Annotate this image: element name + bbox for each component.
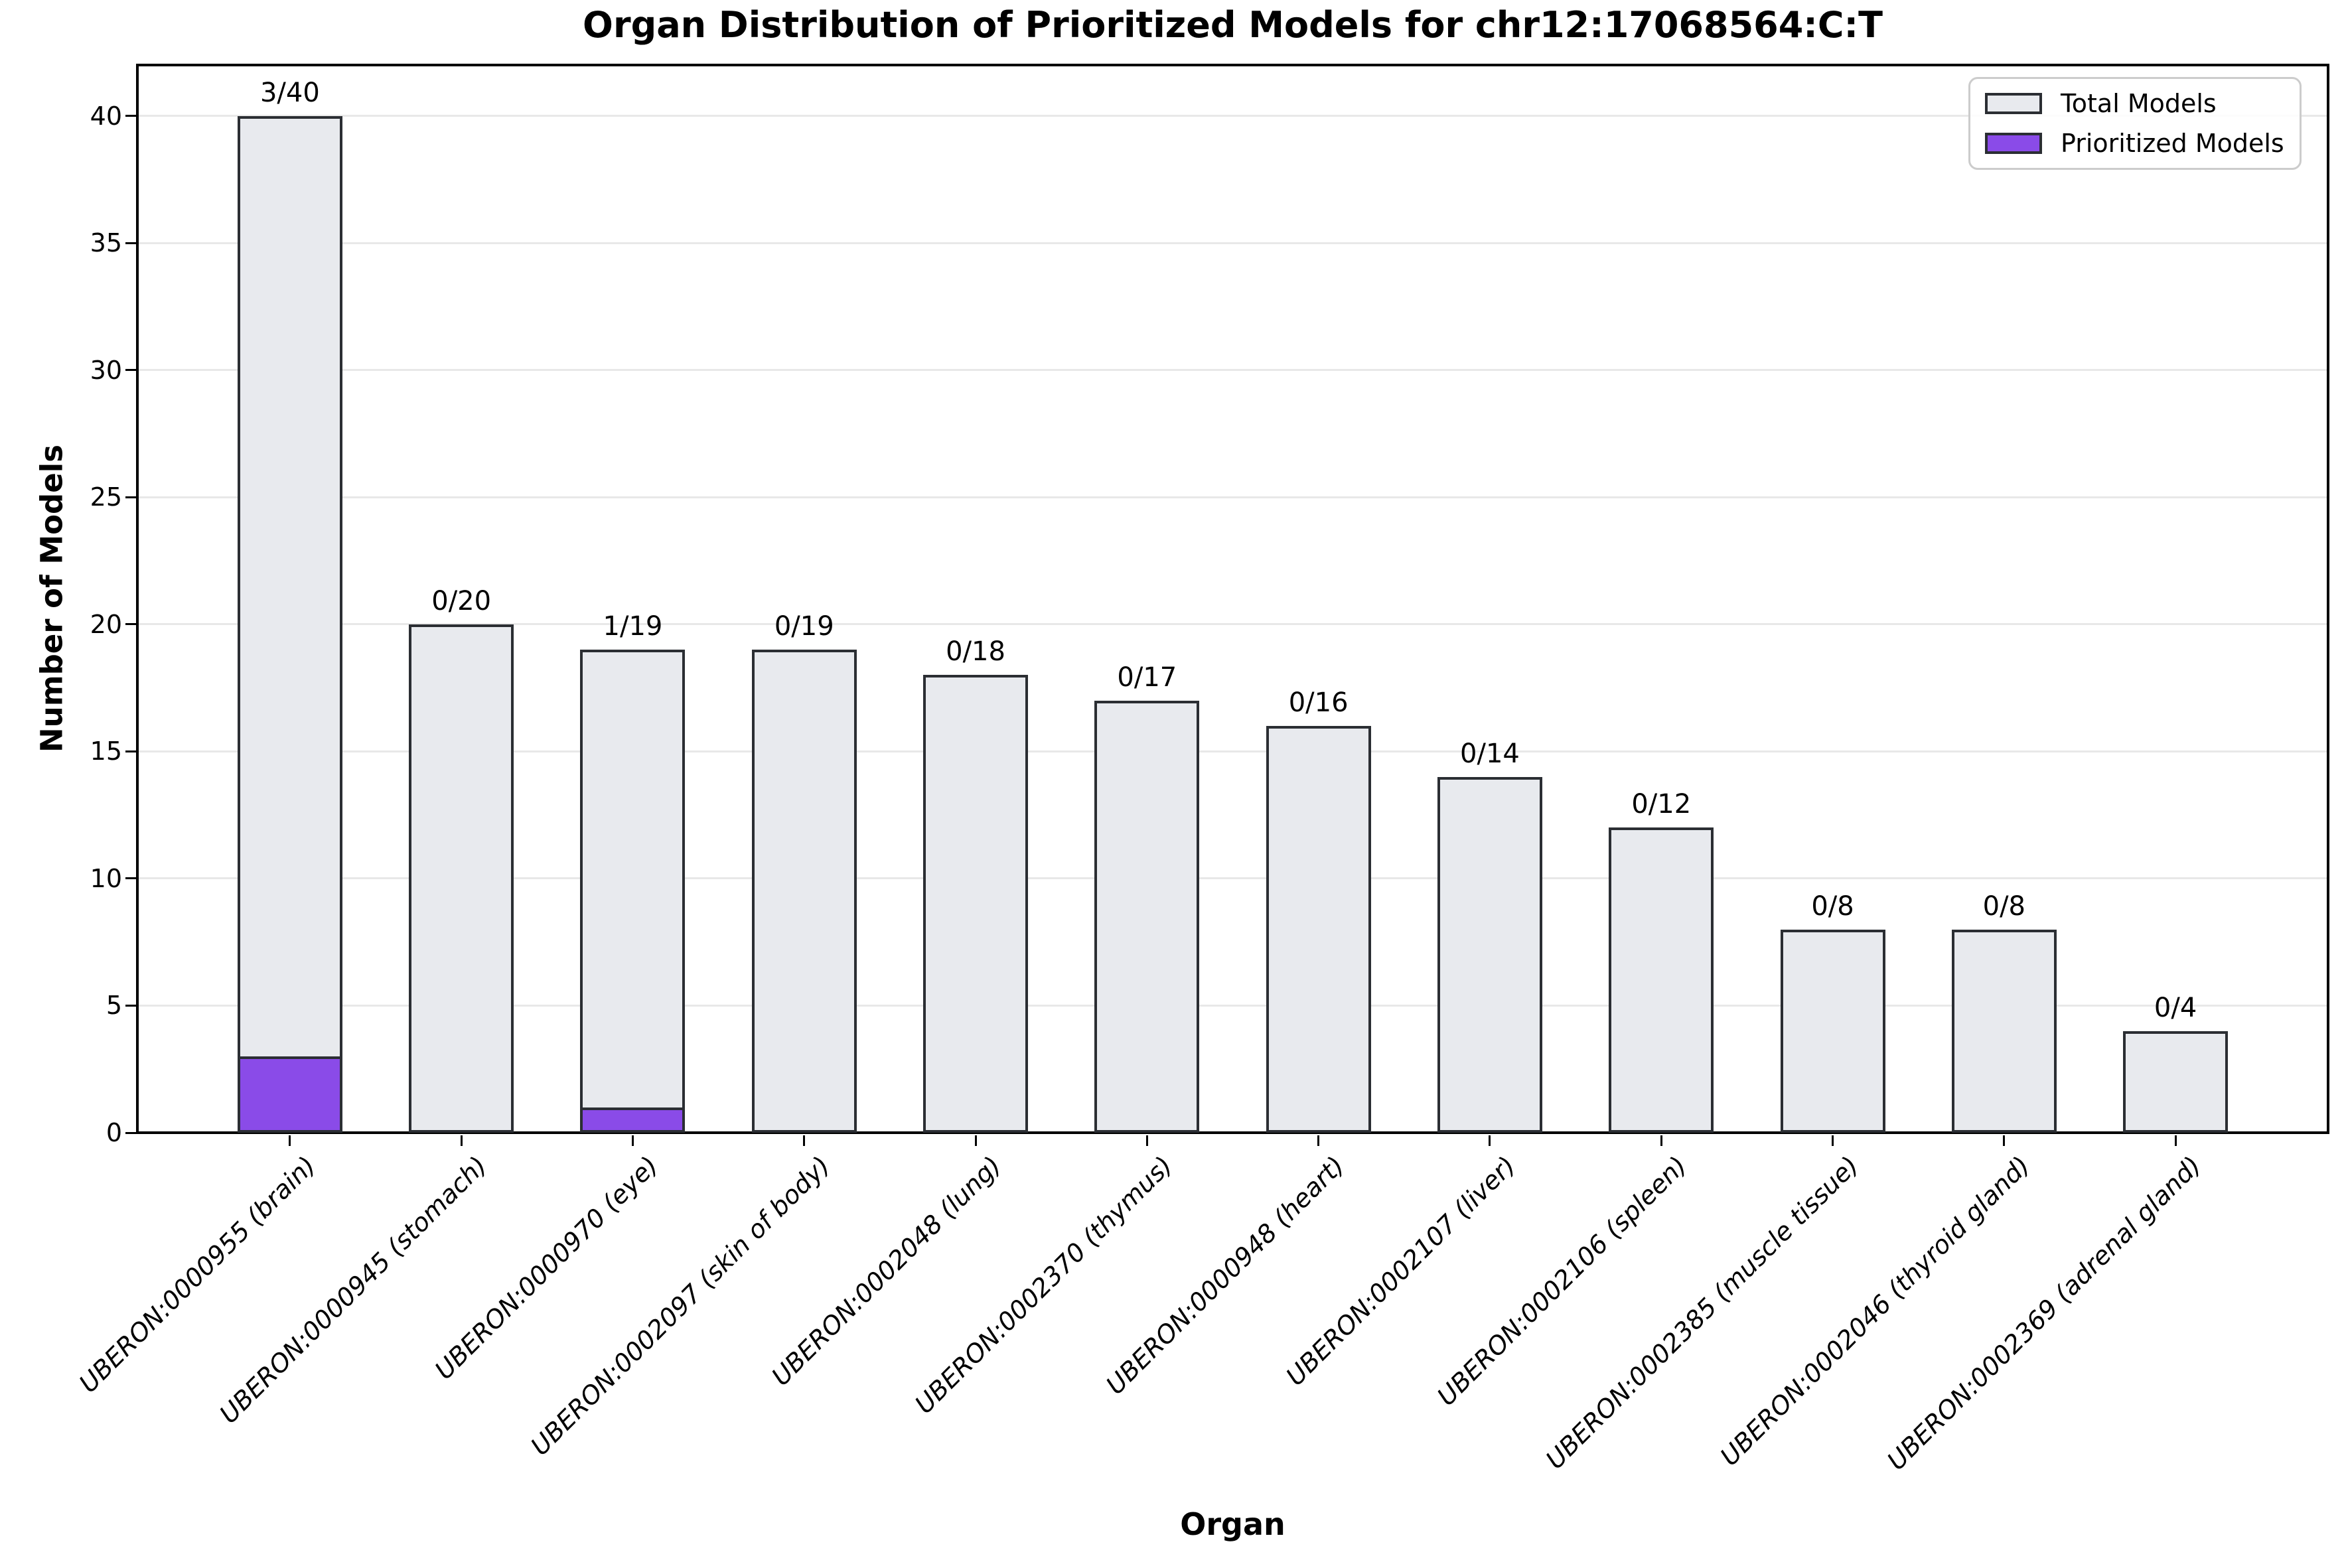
y-tick xyxy=(125,623,137,626)
bar-total xyxy=(237,115,342,1133)
x-tick-label: UBERON:0002046 (thyroid gland) xyxy=(1714,1151,2035,1472)
y-tick xyxy=(125,115,137,117)
bar-value-label: 0/8 xyxy=(1982,891,2025,922)
bar-prioritized xyxy=(580,1107,686,1133)
gridline xyxy=(137,1004,2328,1007)
x-axis-label: Organ xyxy=(1180,1506,1285,1542)
x-tick xyxy=(1660,1135,1662,1146)
bar-value-label: 1/19 xyxy=(603,611,663,642)
y-tick xyxy=(125,750,137,752)
bar-total xyxy=(923,675,1029,1133)
gridline xyxy=(137,369,2328,372)
x-tick-label: UBERON:0002106 (spleen) xyxy=(1431,1151,1693,1411)
gridline xyxy=(137,750,2328,752)
bar-value-label: 0/16 xyxy=(1288,687,1349,719)
y-tick-label: 5 xyxy=(106,991,122,1021)
bar-value-label: 3/40 xyxy=(259,77,320,108)
x-tick xyxy=(974,1135,977,1146)
y-tick-label: 30 xyxy=(90,355,122,385)
bar-total xyxy=(409,624,514,1133)
x-tick xyxy=(289,1135,291,1146)
y-tick xyxy=(125,369,137,372)
bar-total xyxy=(751,650,857,1133)
bar-total xyxy=(1609,827,1714,1133)
x-tick xyxy=(803,1135,806,1146)
bar-value-label: 0/18 xyxy=(946,636,1005,668)
gridline xyxy=(137,623,2328,626)
bar-total xyxy=(1437,776,1542,1133)
bar-value-label: 0/20 xyxy=(431,585,492,616)
x-tick-label: UBERON:0002107 (liver) xyxy=(1280,1151,1522,1391)
x-tick-label: UBERON:0000970 (eye) xyxy=(429,1151,664,1386)
legend-item-total: Total Models xyxy=(1985,89,2300,118)
x-tick-label: UBERON:0002048 (lung) xyxy=(766,1151,1007,1391)
y-tick-label: 40 xyxy=(90,101,122,131)
total-models-swatch xyxy=(1985,93,2042,115)
bar-total xyxy=(580,650,686,1133)
x-tick xyxy=(2003,1135,2006,1146)
chart-title: Organ Distribution of Prioritized Models… xyxy=(583,4,1883,46)
bar-value-label: 0/19 xyxy=(774,611,834,642)
bar-value-label: 0/8 xyxy=(1811,891,1854,922)
x-tick-label: UBERON:0000945 (stomach) xyxy=(214,1151,493,1429)
y-tick-label: 25 xyxy=(90,482,122,512)
x-tick xyxy=(1317,1135,1320,1146)
plot-border xyxy=(136,64,2329,1134)
y-tick-label: 0 xyxy=(106,1118,122,1147)
bar-total xyxy=(1951,929,2057,1133)
gridline xyxy=(137,242,2328,244)
x-tick-label: UBERON:0000948 (heart) xyxy=(1100,1151,1350,1400)
x-tick xyxy=(1832,1135,1834,1146)
legend-label-prioritized: Prioritized Models xyxy=(2061,128,2284,158)
bar-value-label: 0/17 xyxy=(1117,662,1177,693)
bar-total xyxy=(2123,1031,2229,1133)
bar-total xyxy=(1094,700,1200,1133)
legend-item-prioritized: Prioritized Models xyxy=(1985,129,2300,158)
bar-value-label: 0/4 xyxy=(2154,992,2197,1023)
y-tick-label: 20 xyxy=(90,609,122,639)
x-tick xyxy=(2174,1135,2177,1146)
bar-value-label: 0/14 xyxy=(1460,738,1520,769)
gridline xyxy=(137,496,2328,498)
x-tick-label: UBERON:0002097 (skin of body) xyxy=(525,1151,836,1461)
y-tick xyxy=(125,1131,137,1134)
gridline xyxy=(137,877,2328,880)
legend: Total Models Prioritized Models xyxy=(1968,77,2302,170)
bar-total xyxy=(1780,929,1885,1133)
x-tick-label: UBERON:0002369 (adrenal gland) xyxy=(1881,1151,2207,1476)
gridline xyxy=(137,115,2328,117)
legend-label-total: Total Models xyxy=(2061,89,2217,119)
y-tick-label: 35 xyxy=(90,228,122,258)
x-tick xyxy=(460,1135,463,1146)
y-tick xyxy=(125,242,137,244)
bar-total xyxy=(1266,726,1371,1133)
bar-prioritized xyxy=(237,1056,342,1133)
x-tick-label: UBERON:0002370 (thymus) xyxy=(909,1151,1179,1420)
x-tick xyxy=(1145,1135,1148,1146)
prioritized-models-swatch xyxy=(1985,132,2042,154)
x-tick xyxy=(1489,1135,1491,1146)
y-tick xyxy=(125,877,137,880)
x-tick-label: UBERON:0002385 (muscle tissue) xyxy=(1540,1151,1864,1475)
y-tick xyxy=(125,1004,137,1007)
x-tick xyxy=(631,1135,634,1146)
bar-value-label: 0/12 xyxy=(1631,789,1692,820)
y-tick-label: 15 xyxy=(90,737,122,766)
y-tick xyxy=(125,496,137,498)
y-tick-label: 10 xyxy=(90,863,122,893)
